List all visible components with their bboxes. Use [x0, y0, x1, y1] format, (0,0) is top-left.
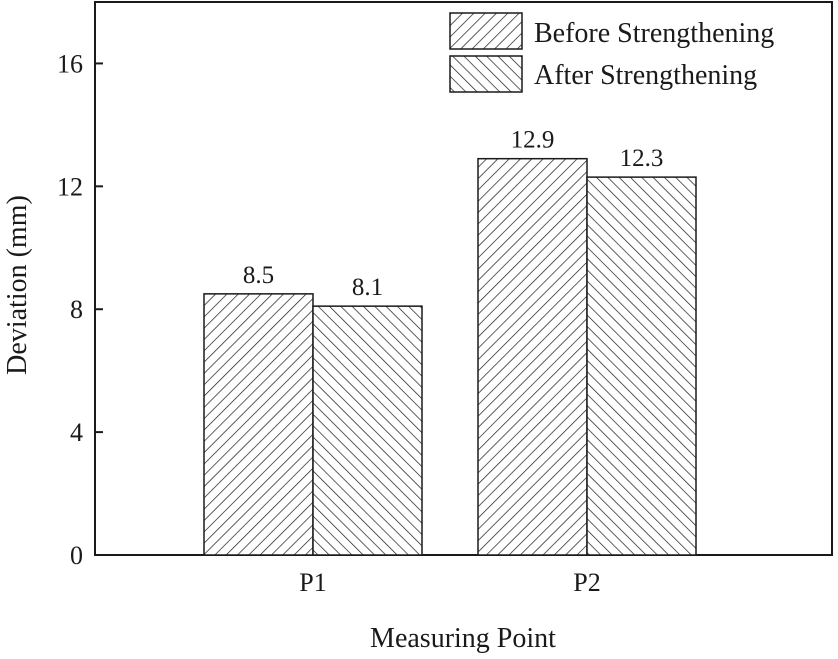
- data-labels: 8.5 12.9 8.1 12.3: [243, 127, 664, 301]
- plot-frame: [94, 1, 833, 556]
- data-label: 12.9: [511, 127, 555, 154]
- legend-label-before: Before Strengthening: [534, 18, 774, 49]
- bar-after-p1: [312, 305, 423, 556]
- x-tick-label: P2: [573, 568, 600, 597]
- bar-before-p1: [203, 293, 314, 556]
- data-label: 12.3: [620, 145, 664, 172]
- y-tick-label: 4: [70, 418, 83, 447]
- x-tick-label: P1: [299, 568, 326, 597]
- data-label: 8.1: [352, 274, 383, 301]
- y-tick-label: 8: [70, 295, 83, 324]
- x-axis-title: Measuring Point: [370, 623, 556, 654]
- y-axis: 0 4 8 12 16: [57, 49, 103, 570]
- y-tick-label: 16: [57, 49, 83, 78]
- legend: Before Strengthening After Strengthening: [449, 12, 774, 93]
- y-axis-title: Deviation (mm): [2, 195, 33, 375]
- bars: [203, 157, 697, 556]
- bar-before-p2: [477, 157, 588, 556]
- y-tick-label: 0: [70, 541, 83, 570]
- y-tick-label: 12: [57, 172, 83, 201]
- legend-label-after: After Strengthening: [534, 60, 757, 91]
- legend-swatch-before: [449, 12, 523, 50]
- data-label: 8.5: [243, 262, 274, 289]
- legend-swatch-after: [449, 55, 523, 93]
- bar-after-p2: [586, 176, 697, 556]
